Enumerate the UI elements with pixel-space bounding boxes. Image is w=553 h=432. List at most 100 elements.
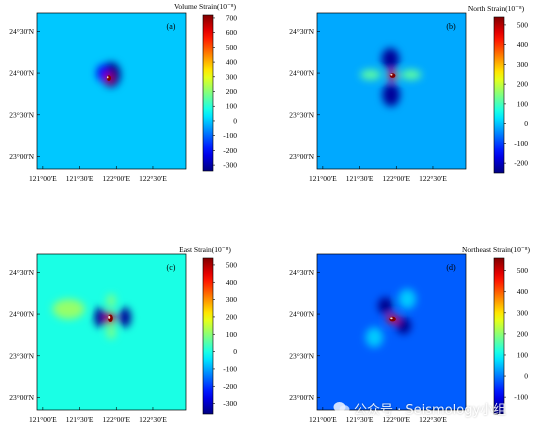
colorbar-tick-label: 500 (226, 43, 238, 52)
panel-label: (c) (167, 263, 176, 272)
x-tick-label: 122°30'E (139, 415, 167, 424)
colorbar-tick-label: -100 (223, 131, 237, 140)
y-tick-label: 23°30'N (9, 110, 34, 119)
colorbar-tick-label: 400 (517, 40, 529, 49)
x-tick-label: 121°30'E (346, 415, 374, 424)
y-tick-label: 23°00'N (289, 393, 314, 402)
strain-lobe-4 (400, 69, 422, 80)
colorbar-tick-label: -200 (514, 159, 528, 168)
colorbar-gradient (493, 257, 505, 415)
field-background (37, 13, 186, 169)
x-tick-label: 122°30'E (419, 415, 447, 424)
colorbar-tick-label: 300 (226, 72, 238, 81)
colorbar-tick-label: -300 (223, 399, 237, 408)
y-tick-label: 23°00'N (9, 152, 34, 161)
colorbar-title: Volume Strain(10⁻⁸) (174, 2, 237, 11)
epicenter-highlight (106, 76, 109, 79)
strain-lobe-5 (106, 325, 116, 340)
y-tick-label: 24°30'N (9, 268, 34, 277)
field-anomalies (52, 294, 131, 340)
strain-lobe-2 (382, 83, 400, 107)
plot-frame (316, 12, 467, 170)
strain-lobe-3 (360, 69, 381, 80)
strain-lobe-4 (106, 294, 116, 308)
strain-lobe-4 (398, 289, 417, 309)
y-tick-label: 23°00'N (289, 152, 314, 161)
strain-lobe-1 (381, 48, 400, 70)
colorbar-title: Northeast Strain(10⁻⁸) (462, 245, 531, 254)
watermark-text: 公众号 · Seismology小组 (354, 402, 507, 418)
x-tick-label: 122°00'E (102, 415, 130, 424)
colorbar-tick-label: 200 (517, 329, 529, 338)
y-tick-label: 24°00'N (9, 310, 34, 319)
strain-lobe-1 (378, 297, 393, 315)
colorbar: Volume Strain(10⁻⁸) 700 600 500 400 300 200 100… (174, 2, 238, 172)
colorbar-tick-label: 500 (226, 260, 238, 269)
x-tick-label: 121°00'E (29, 415, 57, 424)
strain-panel-4: (d) 121°00'E 121°30'E 122°00'E 122°30'E 24°30… (289, 245, 530, 424)
panel-label: (d) (446, 263, 456, 272)
colorbar-tick-label: 0 (233, 347, 237, 356)
x-tick-label: 121°00'E (29, 174, 57, 183)
colorbar-tick-label: 100 (226, 330, 238, 339)
x-tick-label: 121°00'E (309, 174, 337, 183)
panel-label: (a) (167, 22, 176, 31)
y-tick-label: 23°30'N (9, 351, 34, 360)
strain-lobe-1 (94, 307, 106, 328)
wechat-icon (333, 402, 350, 414)
colorbar-tick-label: 200 (226, 87, 238, 96)
colorbar-tick-label: 200 (517, 80, 529, 89)
x-tick-label: 121°30'E (346, 174, 374, 183)
colorbar-tick-label: 300 (517, 308, 529, 317)
colorbar-tick-label: -100 (514, 139, 528, 148)
epicenter-core (389, 73, 396, 78)
panel-label: (b) (446, 22, 456, 31)
y-tick-label: 23°30'N (289, 351, 314, 360)
field-anomalies (96, 62, 121, 88)
colorbar-tick-label: 200 (226, 312, 238, 321)
colorbar-tick-label: -300 (223, 161, 237, 170)
strain-lobe-2 (119, 307, 131, 328)
x-tick-label: 122°30'E (419, 174, 447, 183)
colorbar-tick-label: 300 (517, 60, 529, 69)
colorbar: Northeast Strain(10⁻⁸) 500 400 300 200 100 0 -1… (462, 245, 531, 415)
x-tick-label: 122°00'E (382, 415, 410, 424)
strain-lobe-3 (52, 299, 85, 320)
strain-panel-1: (a) 121°00'E 121°30'E 122°00'E 122°30'E 24°30… (9, 2, 237, 183)
colorbar-tick-label: -200 (223, 382, 237, 391)
strain-panel-2: (b) 121°00'E 121°30'E 122°00'E 122°30'E 24°30… (289, 4, 528, 183)
field-anomalies (365, 289, 417, 348)
y-tick-label: 24°30'N (289, 27, 314, 36)
y-tick-label: 24°30'N (9, 27, 34, 36)
colorbar-tick-label: 100 (226, 102, 238, 111)
colorbar-tick-label: -200 (223, 146, 237, 155)
colorbar-tick-label: 600 (226, 28, 238, 37)
field-background (317, 254, 466, 410)
epicenter-highlight (390, 317, 393, 320)
colorbar-gradient (493, 16, 505, 174)
y-tick-label: 23°00'N (9, 393, 34, 402)
epicenter-core (389, 316, 396, 322)
y-tick-label: 24°30'N (289, 268, 314, 277)
y-tick-label: 23°30'N (289, 110, 314, 119)
x-tick-label: 121°00'E (309, 415, 337, 424)
plot-frame (36, 253, 187, 411)
strain-lobe-3 (365, 327, 384, 348)
colorbar-tick-label: 500 (517, 20, 529, 29)
colorbar-title: North Strain(10⁻⁸) (468, 4, 525, 13)
colorbar-title: East Strain(10⁻⁸) (179, 245, 231, 254)
colorbar-tick-label: 400 (517, 287, 529, 296)
watermark: 公众号 · Seismology小组 (333, 397, 506, 419)
colorbar-tick-label: 500 (517, 266, 529, 275)
x-tick-label: 122°00'E (102, 174, 130, 183)
plot-frame (316, 253, 467, 411)
x-tick-label: 122°30'E (139, 174, 167, 183)
colorbar-tick-label: 100 (517, 99, 529, 108)
colorbar-tick-label: -100 (223, 364, 237, 373)
colorbar-tick-label: 300 (226, 295, 238, 304)
field-anomalies (360, 48, 422, 107)
x-tick-label: 122°00'E (382, 174, 410, 183)
colorbar: North Strain(10⁻⁸) 500 400 300 200 100 0 -100 -2… (468, 4, 529, 174)
colorbar-tick-label: 400 (226, 58, 238, 67)
